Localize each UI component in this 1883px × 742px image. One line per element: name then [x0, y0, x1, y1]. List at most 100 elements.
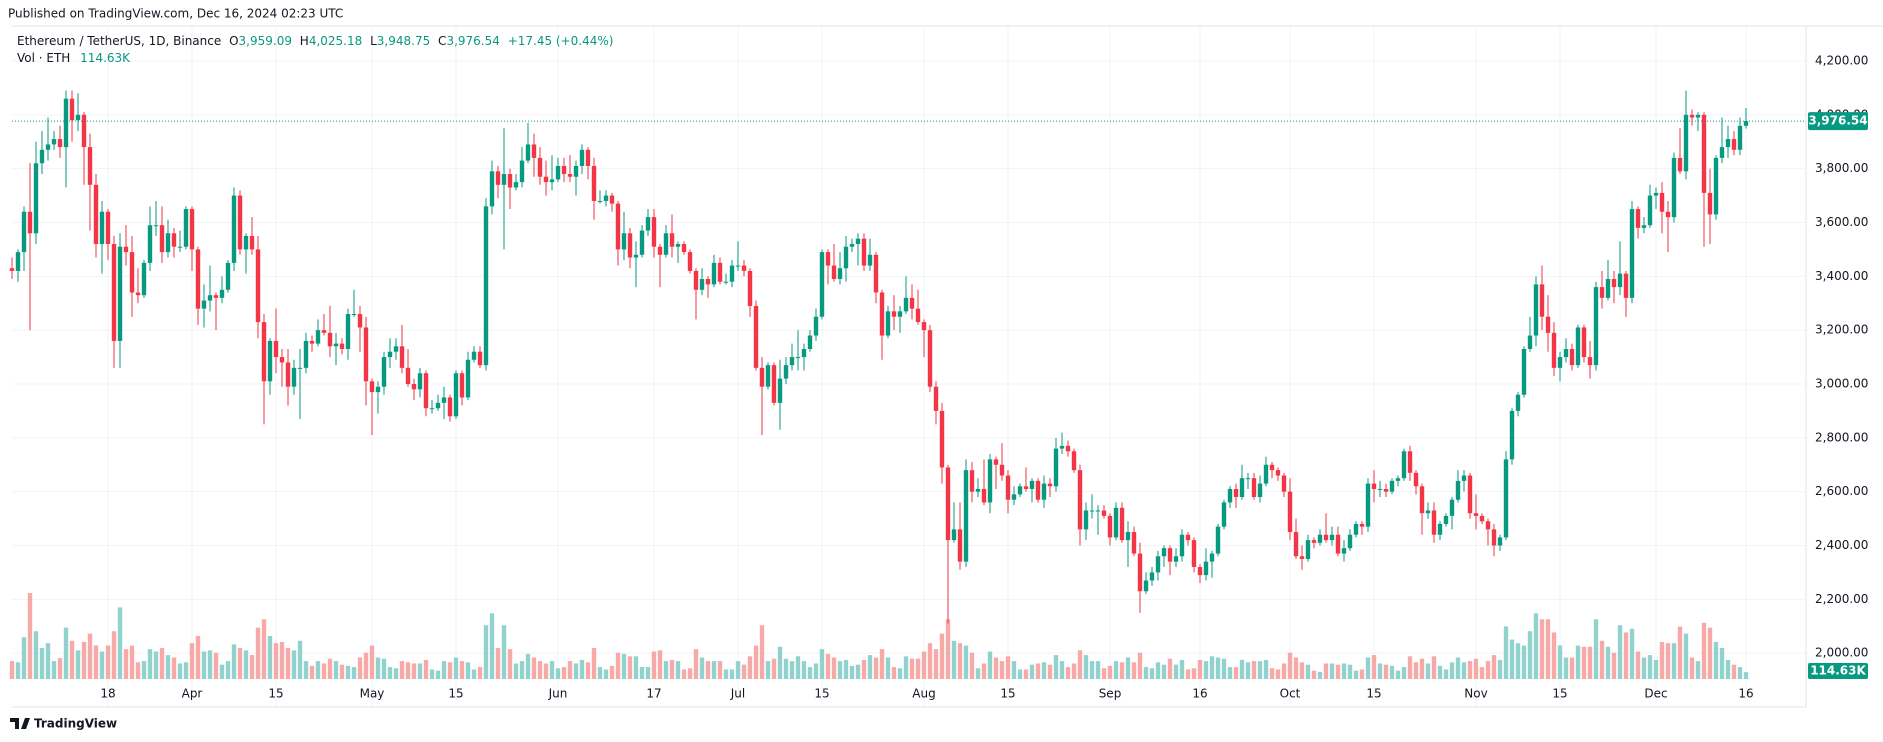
candle-body: [675, 244, 681, 247]
candle-body: [531, 144, 537, 158]
candle-body: [567, 174, 573, 177]
candle-body: [1323, 534, 1329, 541]
volume-bar: [465, 662, 471, 679]
candle-body: [1389, 480, 1395, 492]
published-note: Published on TradingView.com, Dec 16, 20…: [8, 7, 343, 21]
volume-bar: [1629, 628, 1635, 679]
volume-bar: [555, 668, 561, 679]
volume-bar: [411, 663, 417, 679]
candle-body: [1035, 480, 1041, 500]
candle-body: [351, 314, 357, 316]
candle-body: [273, 340, 279, 358]
volume-bar: [1491, 655, 1497, 679]
volume-bar: [1317, 671, 1323, 679]
x-tick-label: 15: [268, 687, 283, 701]
volume-bar: [1653, 659, 1659, 679]
candle-body: [321, 330, 327, 333]
volume-bar: [309, 665, 315, 679]
volume-bar: [1467, 661, 1473, 679]
volume-bar: [993, 657, 999, 679]
volume-bar: [1713, 641, 1719, 679]
volume-bar: [867, 655, 873, 679]
legend-low: 3,948.75: [377, 34, 430, 48]
volume-legend: Vol · ETH 114.63K: [17, 51, 131, 65]
y-tick-label: 2,200.00: [1815, 592, 1868, 606]
candle-body: [1743, 121, 1749, 126]
candle-body: [507, 174, 513, 188]
volume-bar: [987, 651, 993, 679]
candle-body: [747, 270, 753, 306]
volume-bar: [105, 645, 111, 679]
volume-bar: [507, 649, 513, 679]
volume-bar: [1623, 632, 1629, 679]
volume-bar: [1263, 659, 1269, 679]
candle-body: [837, 268, 843, 280]
candle-body: [75, 114, 81, 121]
candle-body: [933, 386, 939, 411]
candle-body: [369, 381, 375, 393]
volume-bar: [1449, 662, 1455, 679]
volume-bar: [1179, 659, 1185, 679]
candle-body: [1329, 534, 1335, 541]
volume-bar: [231, 644, 237, 679]
volume-bar: [675, 661, 681, 679]
volume-bar: [333, 661, 339, 679]
candle-body: [1521, 349, 1527, 395]
volume-bar: [1455, 657, 1461, 679]
volume-bar: [1635, 651, 1641, 679]
volume-bar: [363, 652, 369, 679]
volume-bar: [609, 665, 615, 679]
volume-bar: [171, 657, 177, 679]
y-tick-label: 4,200.00: [1815, 53, 1868, 67]
volume-bar: [957, 643, 963, 679]
volume-bar: [855, 664, 861, 679]
candle-body: [153, 225, 159, 227]
candle-body: [1179, 534, 1185, 557]
candle-body: [1641, 225, 1647, 228]
candle-body: [1623, 273, 1629, 298]
volume-bar: [321, 663, 327, 679]
candle-body: [825, 252, 831, 266]
volume-bar: [1089, 661, 1095, 679]
candle-body: [87, 147, 93, 185]
candle-body: [855, 238, 861, 245]
volume-bar: [1701, 622, 1707, 679]
volume-bar: [147, 649, 153, 679]
volume-pane: [9, 593, 1749, 679]
volume-bar: [189, 643, 195, 679]
volume-bar: [1593, 619, 1599, 679]
candle-body: [1095, 510, 1101, 512]
volume-bar: [537, 661, 543, 679]
volume-bar: [1527, 631, 1533, 679]
candle-body: [285, 362, 291, 387]
candle-body: [1731, 139, 1737, 150]
candle-body: [969, 470, 975, 492]
candle-body: [1557, 357, 1563, 368]
candle-body: [807, 335, 813, 350]
y-tick-label: 3,000.00: [1815, 376, 1868, 390]
candle-body: [573, 165, 579, 177]
candle-body: [777, 378, 783, 403]
candle-body: [1341, 548, 1347, 554]
volume-bar: [1575, 645, 1581, 679]
candle-body: [717, 262, 723, 282]
volume-bar: [183, 662, 189, 679]
candle-body: [279, 357, 285, 363]
legend-change: +17.45 (+0.44%): [508, 34, 614, 48]
candle-body: [555, 165, 561, 180]
candle-body: [9, 268, 15, 271]
candle-body: [693, 270, 699, 290]
volume-bar: [1173, 664, 1179, 679]
volume-bar: [1359, 669, 1365, 679]
candle-body: [495, 171, 501, 185]
volume-bar: [1269, 668, 1275, 679]
volume-bar: [645, 667, 651, 679]
x-tick-label: 15: [1552, 687, 1567, 701]
y-tick-label: 2,600.00: [1815, 484, 1868, 498]
volume-bar: [1509, 639, 1515, 679]
candle-body: [1707, 192, 1713, 215]
legend-key: H: [300, 34, 309, 48]
candle-body: [549, 179, 555, 183]
volume-bar: [1215, 657, 1221, 679]
volume-bar: [651, 651, 657, 679]
